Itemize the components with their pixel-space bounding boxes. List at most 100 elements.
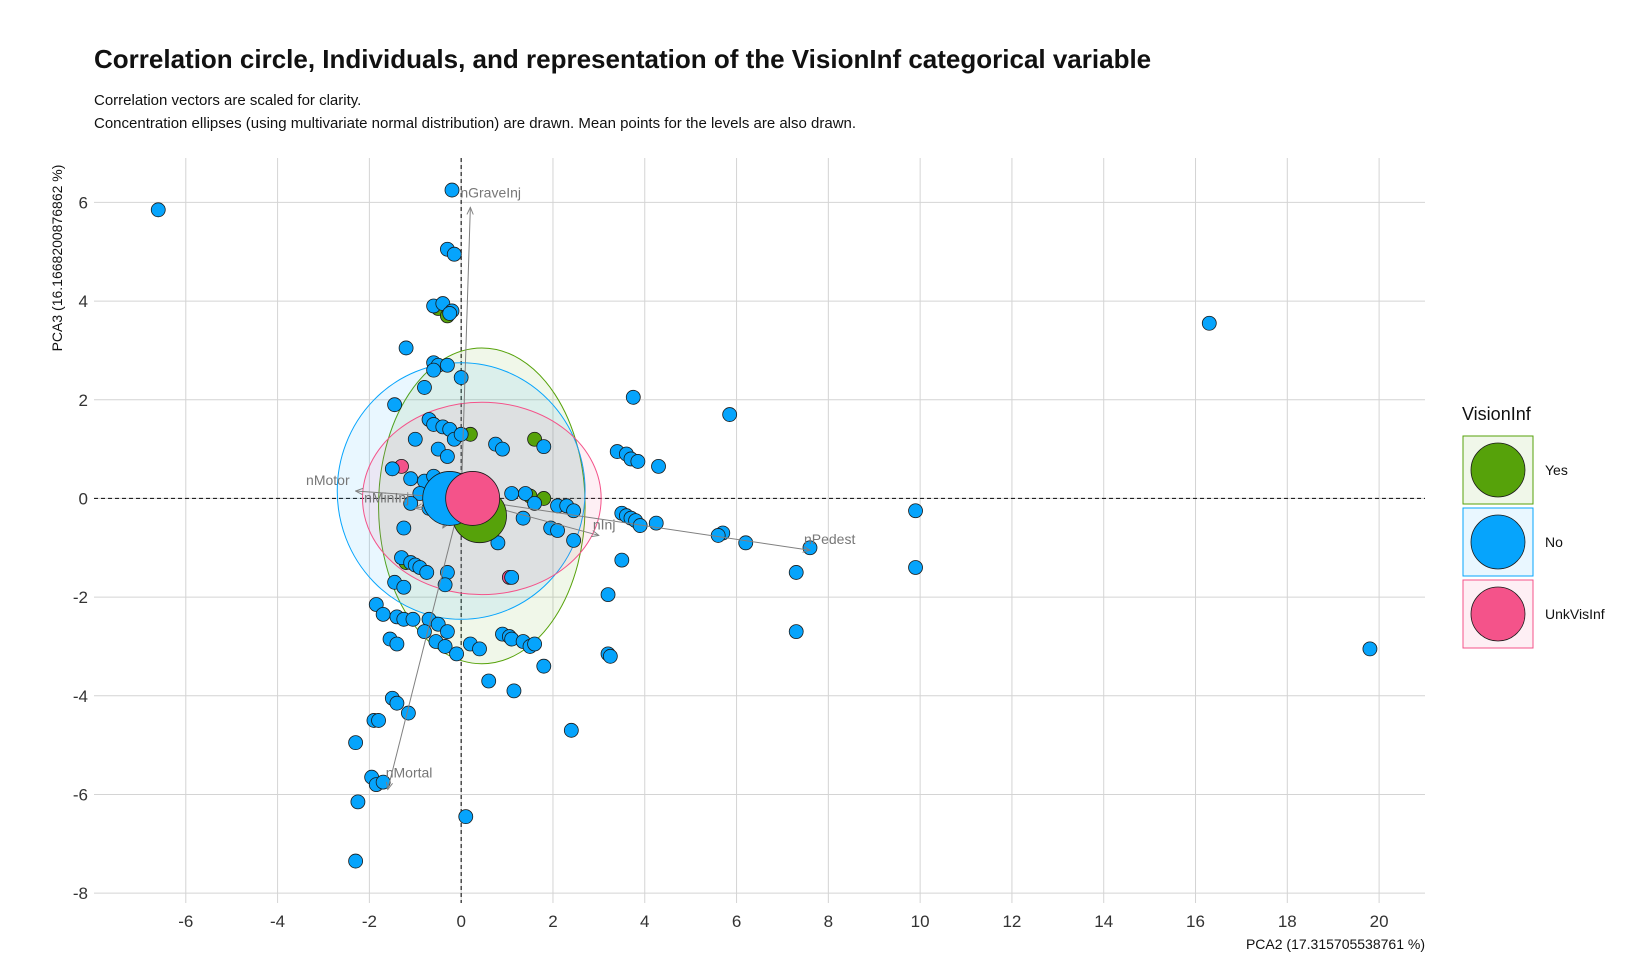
point-no	[1362, 641, 1378, 657]
x-tick-label: -4	[270, 912, 285, 931]
point-no	[566, 532, 582, 548]
point-no	[384, 461, 400, 477]
point-no	[396, 520, 412, 536]
legend-title: VisionInf	[1462, 404, 1532, 424]
x-tick-label: 8	[824, 912, 833, 931]
x-axis-title: PCA2 (17.315705538761 %)	[1246, 936, 1425, 952]
chart-title: Correlation circle, Individuals, and rep…	[94, 44, 1152, 74]
y-tick-label: -6	[73, 785, 88, 804]
vector-npedest	[461, 497, 810, 550]
point-no	[417, 624, 432, 640]
point-no	[651, 458, 666, 474]
point-no	[453, 426, 469, 442]
point-no	[630, 454, 646, 469]
point-no	[348, 735, 364, 751]
point-no	[515, 510, 531, 526]
point-no	[453, 370, 469, 385]
y-tick-label: 2	[79, 391, 88, 410]
x-tick-label: -6	[178, 912, 193, 931]
point-no	[437, 639, 453, 654]
point-no	[1201, 315, 1217, 331]
point-no	[504, 569, 520, 585]
vector-label: nPedest	[804, 531, 855, 547]
point-no	[389, 636, 405, 652]
point-no	[440, 357, 455, 373]
point-no	[440, 449, 455, 464]
point-no	[600, 587, 616, 603]
mean-point-unkvisinf	[445, 471, 501, 526]
point-no	[481, 673, 497, 689]
y-tick-label: 0	[79, 489, 88, 508]
point-no	[527, 636, 543, 652]
point-no	[398, 340, 414, 356]
x-tick-label: 4	[640, 912, 649, 931]
point-no	[908, 560, 923, 575]
legend-label-no: No	[1545, 534, 1563, 550]
legend-symbol-yes	[1470, 442, 1526, 498]
point-no	[506, 683, 522, 699]
point-no	[472, 641, 487, 657]
individual-points	[150, 182, 1378, 869]
vector-nmortal	[388, 498, 462, 789]
point-no	[348, 853, 364, 869]
point-no	[419, 565, 435, 580]
x-tick-label: 14	[1094, 912, 1113, 931]
point-no	[722, 407, 738, 422]
tick-labels: -6 -4 -2 0 2 4 6 8 10 12 14 16 18 20 -8 -6 -4 -2 0 2 4 6	[73, 193, 1389, 931]
point-no	[396, 579, 412, 595]
legend-label-unkvisinf: UnkVisInf	[1545, 606, 1605, 622]
point-no	[371, 713, 386, 728]
legend-symbol-no	[1470, 514, 1526, 570]
point-no	[602, 648, 618, 664]
legend-symbol-unkvisinf	[1470, 586, 1526, 642]
point-no	[614, 552, 630, 568]
x-tick-label: 18	[1278, 912, 1297, 931]
point-no	[449, 646, 464, 662]
point-no	[417, 380, 432, 395]
x-tick-label: 20	[1370, 912, 1389, 931]
point-no	[375, 606, 391, 622]
point-no	[389, 695, 405, 711]
point-no	[350, 794, 366, 810]
point-no	[504, 486, 520, 501]
legend-label-yes: Yes	[1545, 462, 1568, 478]
x-tick-label: 6	[732, 912, 741, 931]
point-no	[407, 431, 423, 447]
x-tick-label: 12	[1002, 912, 1021, 931]
vector-label: nMotor	[306, 472, 350, 488]
point-no	[563, 722, 579, 738]
y-tick-label: 6	[79, 193, 88, 212]
point-no	[908, 503, 923, 519]
point-no	[444, 182, 460, 198]
point-no	[426, 362, 442, 378]
point-no	[738, 535, 754, 551]
point-no	[788, 565, 804, 580]
x-tick-label: -2	[362, 912, 377, 931]
zero-axes	[94, 158, 1425, 903]
point-no	[458, 809, 474, 825]
point-no	[442, 306, 458, 321]
vector-label: nMinInj	[364, 489, 409, 505]
vector-ngraveinj	[460, 207, 470, 499]
y-tick-label: -8	[73, 884, 88, 903]
point-no	[625, 389, 641, 405]
point-no	[495, 441, 510, 457]
point-no	[440, 624, 455, 640]
chart-subtitle-line-1: Correlation vectors are scaled for clari…	[94, 92, 362, 109]
point-no	[518, 486, 533, 501]
point-no	[437, 577, 453, 593]
x-tick-label: 0	[456, 912, 465, 931]
legend: VisionInf Yes No UnkVisInf	[1462, 404, 1605, 649]
point-no	[150, 202, 166, 218]
x-tick-label: 2	[548, 912, 557, 931]
y-tick-label: 4	[79, 292, 88, 311]
grid	[94, 158, 1425, 903]
y-tick-label: -4	[73, 687, 88, 706]
x-tick-label: 16	[1186, 912, 1205, 931]
y-tick-label: -2	[73, 588, 88, 607]
x-tick-label: 10	[911, 912, 930, 931]
point-no	[550, 523, 565, 538]
vector-label: nGraveInj	[460, 184, 521, 200]
chart-subtitle-line-2: Concentration ellipses (using multivaria…	[94, 115, 857, 132]
